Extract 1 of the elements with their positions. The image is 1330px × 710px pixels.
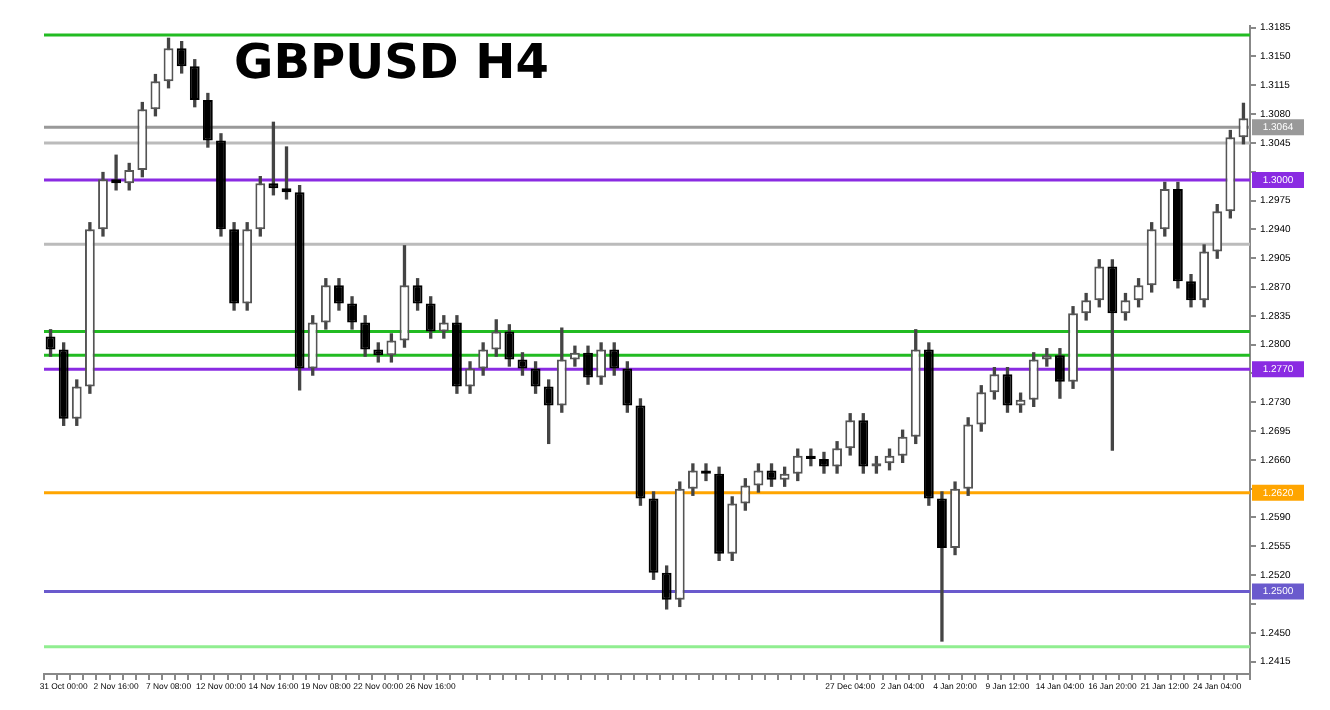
chart-title: GBPUSD H4 <box>234 34 549 91</box>
